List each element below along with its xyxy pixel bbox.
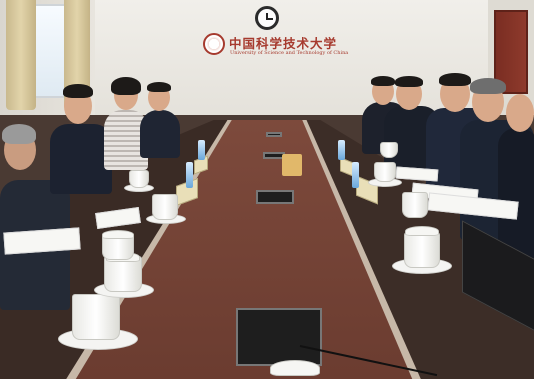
door <box>494 10 528 94</box>
curtain-left <box>6 0 36 110</box>
water-bottle <box>352 162 359 188</box>
wall-sign-english: University of Science and Technology of … <box>230 50 349 56</box>
table-outlet <box>266 132 282 137</box>
wall-sign-chinese: 中国科学技术大学 <box>229 36 338 51</box>
university-seal-icon <box>203 33 225 55</box>
water-bottle <box>198 140 205 160</box>
pen-holder <box>282 154 302 176</box>
wall-clock-icon <box>255 6 279 30</box>
water-bottle <box>338 140 345 160</box>
water-bottle <box>186 162 193 188</box>
table-outlet <box>256 190 294 204</box>
table-outlet <box>236 308 322 366</box>
